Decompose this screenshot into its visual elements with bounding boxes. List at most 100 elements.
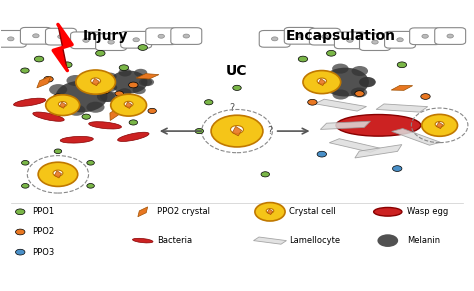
Circle shape (233, 85, 241, 91)
Ellipse shape (133, 238, 153, 243)
Circle shape (21, 161, 29, 165)
Circle shape (211, 115, 263, 147)
FancyBboxPatch shape (259, 31, 290, 47)
Text: Bacteria: Bacteria (157, 236, 192, 245)
Circle shape (128, 82, 138, 88)
Circle shape (139, 78, 152, 86)
Circle shape (430, 128, 439, 134)
Circle shape (118, 88, 131, 96)
Circle shape (230, 125, 244, 134)
Circle shape (86, 102, 105, 113)
Circle shape (96, 50, 105, 56)
Text: Crystal cell: Crystal cell (289, 207, 336, 216)
FancyBboxPatch shape (359, 34, 391, 51)
Text: ?: ? (267, 126, 273, 136)
Circle shape (447, 34, 454, 38)
Circle shape (141, 78, 154, 86)
Circle shape (119, 65, 128, 70)
Polygon shape (437, 122, 443, 129)
Polygon shape (320, 121, 370, 129)
Circle shape (351, 88, 367, 97)
Circle shape (322, 68, 369, 97)
Circle shape (16, 209, 25, 215)
Text: PPO2: PPO2 (32, 228, 54, 237)
Polygon shape (138, 207, 148, 217)
Circle shape (90, 77, 108, 88)
Circle shape (133, 38, 139, 42)
Text: Wasp egg: Wasp egg (407, 207, 448, 216)
Circle shape (359, 77, 375, 87)
Circle shape (134, 69, 147, 77)
Polygon shape (232, 126, 242, 136)
Circle shape (204, 100, 213, 105)
Circle shape (421, 94, 430, 100)
Circle shape (422, 114, 457, 136)
Circle shape (129, 120, 137, 125)
Polygon shape (305, 74, 320, 84)
Polygon shape (391, 85, 413, 90)
Polygon shape (37, 76, 51, 88)
Circle shape (87, 184, 94, 188)
Circle shape (322, 35, 328, 39)
Circle shape (435, 121, 444, 127)
Circle shape (332, 64, 348, 74)
Circle shape (54, 149, 62, 154)
FancyBboxPatch shape (435, 28, 465, 45)
Circle shape (397, 38, 403, 42)
Circle shape (33, 34, 39, 38)
Ellipse shape (118, 132, 149, 141)
Polygon shape (126, 102, 132, 109)
Text: PPO1: PPO1 (32, 207, 54, 216)
Polygon shape (92, 79, 99, 86)
Circle shape (100, 88, 110, 94)
Circle shape (55, 81, 108, 112)
Circle shape (124, 101, 133, 107)
Circle shape (97, 91, 115, 102)
FancyBboxPatch shape (46, 28, 76, 45)
Polygon shape (136, 74, 159, 79)
Circle shape (83, 38, 89, 42)
Circle shape (100, 91, 118, 102)
Polygon shape (315, 99, 366, 111)
Circle shape (58, 35, 64, 39)
FancyBboxPatch shape (410, 28, 440, 45)
FancyBboxPatch shape (0, 31, 26, 47)
Circle shape (255, 203, 285, 221)
Polygon shape (53, 24, 72, 70)
Circle shape (54, 94, 62, 99)
Circle shape (397, 62, 407, 68)
Circle shape (422, 34, 428, 38)
Circle shape (317, 151, 327, 157)
Circle shape (392, 166, 402, 171)
Circle shape (138, 45, 147, 50)
Circle shape (346, 38, 353, 42)
Circle shape (110, 70, 147, 94)
Text: Lamellocyte: Lamellocyte (289, 236, 340, 245)
Polygon shape (110, 107, 119, 120)
Circle shape (332, 89, 349, 100)
Circle shape (148, 108, 156, 113)
Polygon shape (319, 79, 325, 86)
Circle shape (38, 162, 78, 187)
Text: PPO3: PPO3 (32, 248, 54, 257)
Circle shape (355, 91, 364, 97)
Ellipse shape (336, 115, 421, 136)
Circle shape (8, 37, 14, 41)
Circle shape (104, 83, 117, 91)
Text: PPO2 crystal: PPO2 crystal (157, 207, 210, 216)
Circle shape (16, 229, 25, 235)
Circle shape (317, 78, 327, 84)
Circle shape (298, 56, 308, 62)
Text: UC: UC (226, 63, 248, 78)
FancyBboxPatch shape (20, 27, 51, 44)
Circle shape (76, 70, 116, 94)
Text: ?: ? (230, 103, 235, 113)
Circle shape (377, 234, 398, 247)
Circle shape (91, 78, 100, 84)
Circle shape (66, 75, 85, 86)
Polygon shape (376, 104, 428, 112)
FancyBboxPatch shape (171, 28, 202, 45)
Circle shape (318, 71, 334, 81)
Circle shape (87, 161, 94, 165)
Circle shape (53, 170, 63, 176)
